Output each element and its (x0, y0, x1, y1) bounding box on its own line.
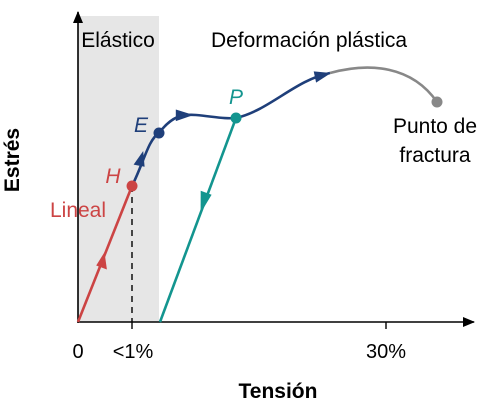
fracture-point-marker (431, 96, 443, 108)
fracture-label-line1: Punto de (393, 115, 477, 138)
tick-small-label: <1% (113, 341, 154, 363)
x-axis-title: Tensión (239, 380, 318, 403)
plastic-arrow-2 (175, 109, 194, 122)
tick-large-label: 30% (366, 341, 406, 363)
fracture-label-line2: fractura (399, 144, 471, 167)
point-p-marker (230, 112, 242, 124)
point-e-label: E (134, 114, 149, 137)
linear-arrow (96, 252, 107, 270)
plastic-arrow-3 (313, 71, 331, 83)
point-h-label: H (105, 165, 121, 188)
origin-label: 0 (72, 341, 83, 363)
elastic-region-label: Elástico (81, 29, 155, 52)
fracture-curve (329, 66, 439, 103)
plastic-curve (130, 71, 331, 187)
point-e-marker (153, 127, 165, 139)
plastic-region-label: Deformación plástica (211, 29, 407, 52)
unloading-line (158, 117, 238, 323)
y-axis-title: Estrés (1, 128, 24, 192)
point-h-marker (126, 180, 138, 192)
linear-segment (76, 185, 134, 323)
point-p-label: P (229, 86, 243, 109)
linear-label: Lineal (50, 199, 106, 222)
plastic-arrow-1 (133, 151, 145, 167)
unloading-arrow (200, 190, 212, 213)
elastic-region (78, 16, 159, 322)
